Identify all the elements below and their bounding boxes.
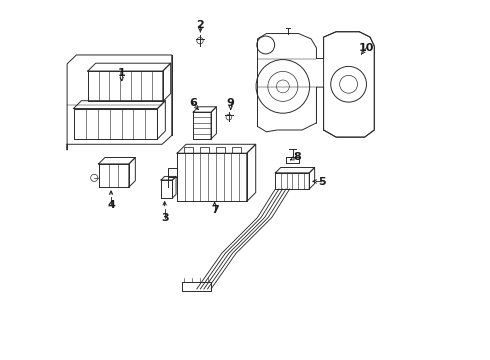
Text: 10: 10 [359,43,374,53]
Text: 9: 9 [227,98,235,108]
Text: 1: 1 [118,68,125,78]
Text: 6: 6 [189,98,197,108]
Text: 8: 8 [293,152,301,162]
Text: 4: 4 [107,200,115,210]
Text: 5: 5 [318,177,326,187]
Text: 3: 3 [161,212,169,222]
Text: 2: 2 [196,19,204,30]
Text: 7: 7 [211,205,219,215]
